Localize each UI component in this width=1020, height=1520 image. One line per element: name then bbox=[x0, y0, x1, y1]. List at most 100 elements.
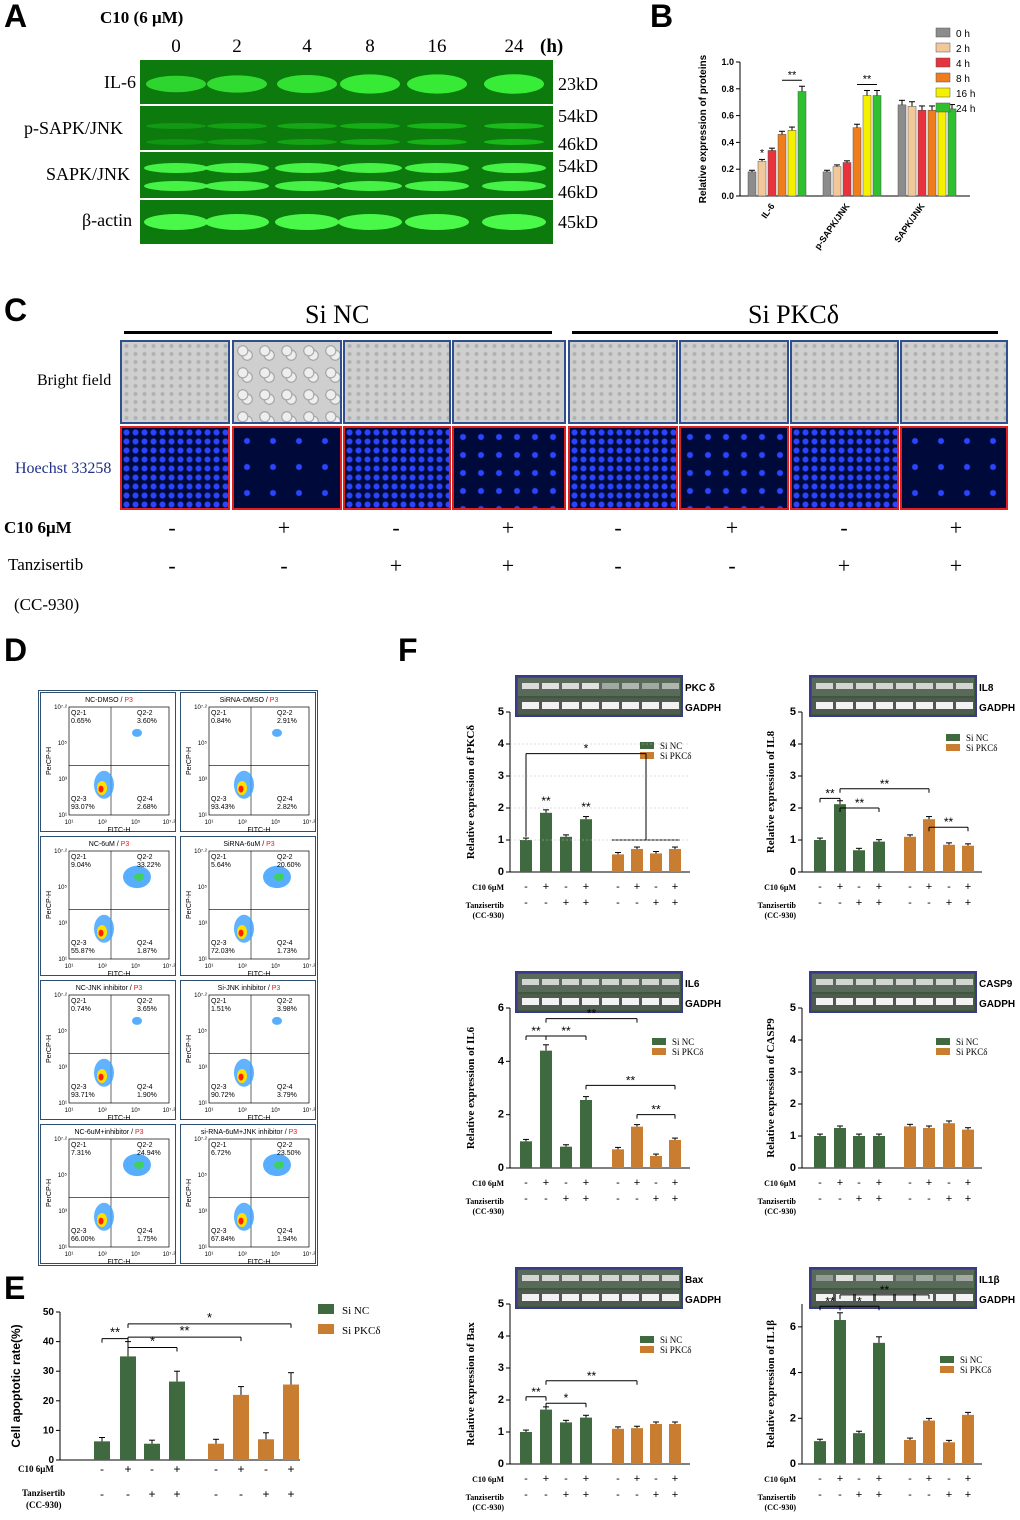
tanz-sign: + bbox=[563, 1193, 569, 1205]
panel-label-d: D bbox=[4, 632, 28, 668]
legend-swatch bbox=[652, 1038, 666, 1045]
gel-band-ref bbox=[662, 1294, 679, 1301]
quadrant-text: Q2-4 bbox=[277, 796, 293, 803]
flow-x-tick: 10⁷·² bbox=[163, 1107, 176, 1114]
time-label: 8 bbox=[365, 36, 375, 57]
flow-y-label: PerCP-H bbox=[186, 747, 193, 775]
time-label: 0 bbox=[171, 36, 181, 57]
flow-y-tick: 10³ bbox=[198, 777, 207, 783]
gel-band bbox=[956, 1275, 973, 1281]
bar bbox=[650, 853, 662, 872]
quadrant-text: 93.71% bbox=[71, 1092, 95, 1099]
flow-x-tick: 10⁵ bbox=[271, 963, 281, 970]
flow-plot: SiRNA-DMSO / P3 Q2-1 0.84% Q2-2 2.91% Q2-3 93.… bbox=[180, 692, 316, 833]
y-tick-label: 50 bbox=[43, 1307, 55, 1318]
flow-plot: NC-DMSO / P3 Q2-1 0.65% Q2-2 3.60% Q2-3 93.07%… bbox=[40, 692, 176, 833]
flow-x-tick: 10⁵ bbox=[131, 819, 141, 826]
gel-band-ref bbox=[622, 998, 639, 1005]
flow-y-tick: 10³ bbox=[58, 921, 67, 927]
panel-a-time-unit: (h) bbox=[540, 36, 564, 57]
bar bbox=[923, 1128, 935, 1168]
c10-sign: - bbox=[908, 1177, 912, 1189]
sig-star: ** bbox=[825, 1294, 835, 1308]
tanz-sign: - bbox=[818, 897, 822, 909]
tanz-sign: - bbox=[728, 553, 736, 578]
gel-band-ref bbox=[916, 702, 933, 709]
quadrant-text: Q2-1 bbox=[211, 1142, 227, 1149]
band-actin bbox=[482, 214, 546, 230]
flow-y-tick: 10³ bbox=[198, 1209, 207, 1215]
flow-y-tick: 10³ bbox=[58, 1209, 67, 1215]
quadrant-q2: Q2-2 33.22% bbox=[137, 854, 161, 869]
time-label: 24 bbox=[504, 36, 524, 57]
y-tick-label: 0 bbox=[790, 1162, 796, 1174]
flow-title: SiRNA-6uM / P3 bbox=[223, 841, 274, 848]
y-axis-label: Relative expression of IL1β bbox=[765, 1320, 777, 1448]
bar bbox=[520, 1432, 532, 1464]
bar bbox=[962, 1129, 974, 1168]
gel-band-ref bbox=[522, 1294, 539, 1301]
frame-top bbox=[118, 338, 1008, 339]
gel-band bbox=[876, 1275, 893, 1281]
tanz-sign: + bbox=[262, 1487, 269, 1501]
bright-field-image bbox=[452, 340, 566, 424]
gel-band-ref bbox=[956, 1294, 973, 1301]
flow-axes bbox=[68, 994, 170, 1104]
sig-star: ** bbox=[561, 1024, 571, 1038]
band-p-sapk-46 bbox=[484, 139, 544, 145]
flow-x-tick: 10¹ bbox=[65, 1108, 74, 1114]
bar bbox=[797, 91, 807, 197]
y-axis-label: Relative expression of IL8 bbox=[765, 730, 777, 853]
bar bbox=[612, 1149, 624, 1168]
y-tick-label: 3 bbox=[790, 1066, 796, 1078]
bar bbox=[873, 1136, 885, 1168]
c10-sign: + bbox=[672, 1473, 678, 1485]
flow-x-tick: 10³ bbox=[98, 820, 107, 826]
tanz-sign: - bbox=[635, 897, 639, 909]
tanz-sign: + bbox=[946, 897, 952, 909]
band-actin bbox=[205, 214, 269, 230]
quadrant-text: 1.90% bbox=[137, 1092, 157, 1099]
gel-band-ref bbox=[896, 702, 913, 709]
flow-y-label: PerCP-H bbox=[46, 891, 53, 919]
flow-plot: NC-JNK inhibitor / P3 Q2-1 0.74% Q2-2 3.65% Q… bbox=[40, 980, 176, 1121]
bar bbox=[120, 1356, 136, 1460]
gel-band bbox=[562, 1275, 579, 1281]
bar bbox=[520, 840, 532, 872]
quadrant-q3: Q2-3 66.00% bbox=[71, 1228, 95, 1243]
flow-x-tick: 10⁷·² bbox=[163, 819, 176, 826]
bar bbox=[904, 1126, 916, 1168]
y-tick-label: 1 bbox=[790, 1130, 796, 1142]
flow-title: Si-JNK inhibitor / P3 bbox=[218, 985, 281, 992]
flow-cluster-q2 bbox=[132, 1016, 142, 1025]
gel-band bbox=[816, 1275, 833, 1281]
gel-band bbox=[562, 683, 579, 689]
band-sapk-46 bbox=[405, 181, 469, 191]
flow-x-tick: 10³ bbox=[238, 820, 247, 826]
quadrant-text: Q2-2 bbox=[137, 998, 153, 1005]
sig-star: ** bbox=[788, 69, 797, 81]
flow-plot: si-RNA-6uM+JNK inhibitor / P3 Q2-1 6.72% Q2… bbox=[180, 1124, 316, 1265]
gel-band bbox=[582, 683, 599, 689]
panel-label-c: C bbox=[4, 292, 28, 328]
legend-label: Si PKCδ bbox=[956, 1047, 988, 1057]
hoechst-image bbox=[232, 426, 342, 510]
quadrant-text: Q2-4 bbox=[137, 940, 153, 947]
gel-gene-label: Bax bbox=[685, 1275, 704, 1286]
flow-axes bbox=[208, 1138, 310, 1248]
flow-y-tick: 10¹ bbox=[58, 1101, 67, 1107]
legend-label: Si PKCδ bbox=[672, 1047, 704, 1057]
sig-star: * bbox=[584, 742, 589, 756]
quadrant-q2: Q2-2 20.60% bbox=[277, 854, 301, 869]
c10-sign: + bbox=[965, 881, 971, 893]
c10-sign: + bbox=[237, 1462, 244, 1476]
flow-x-tick: 10⁵ bbox=[271, 819, 281, 826]
quadrant-text: 67.84% bbox=[211, 1236, 235, 1243]
flow-y-label: PerCP-H bbox=[186, 891, 193, 919]
flow-y-label: PerCP-H bbox=[46, 1035, 53, 1063]
band-il6 bbox=[484, 74, 544, 94]
c10-sign: + bbox=[583, 1177, 589, 1189]
flow-gate: P3 bbox=[289, 1129, 298, 1136]
gel-band bbox=[622, 1275, 639, 1281]
quadrant-text: Q2-2 bbox=[137, 710, 153, 717]
